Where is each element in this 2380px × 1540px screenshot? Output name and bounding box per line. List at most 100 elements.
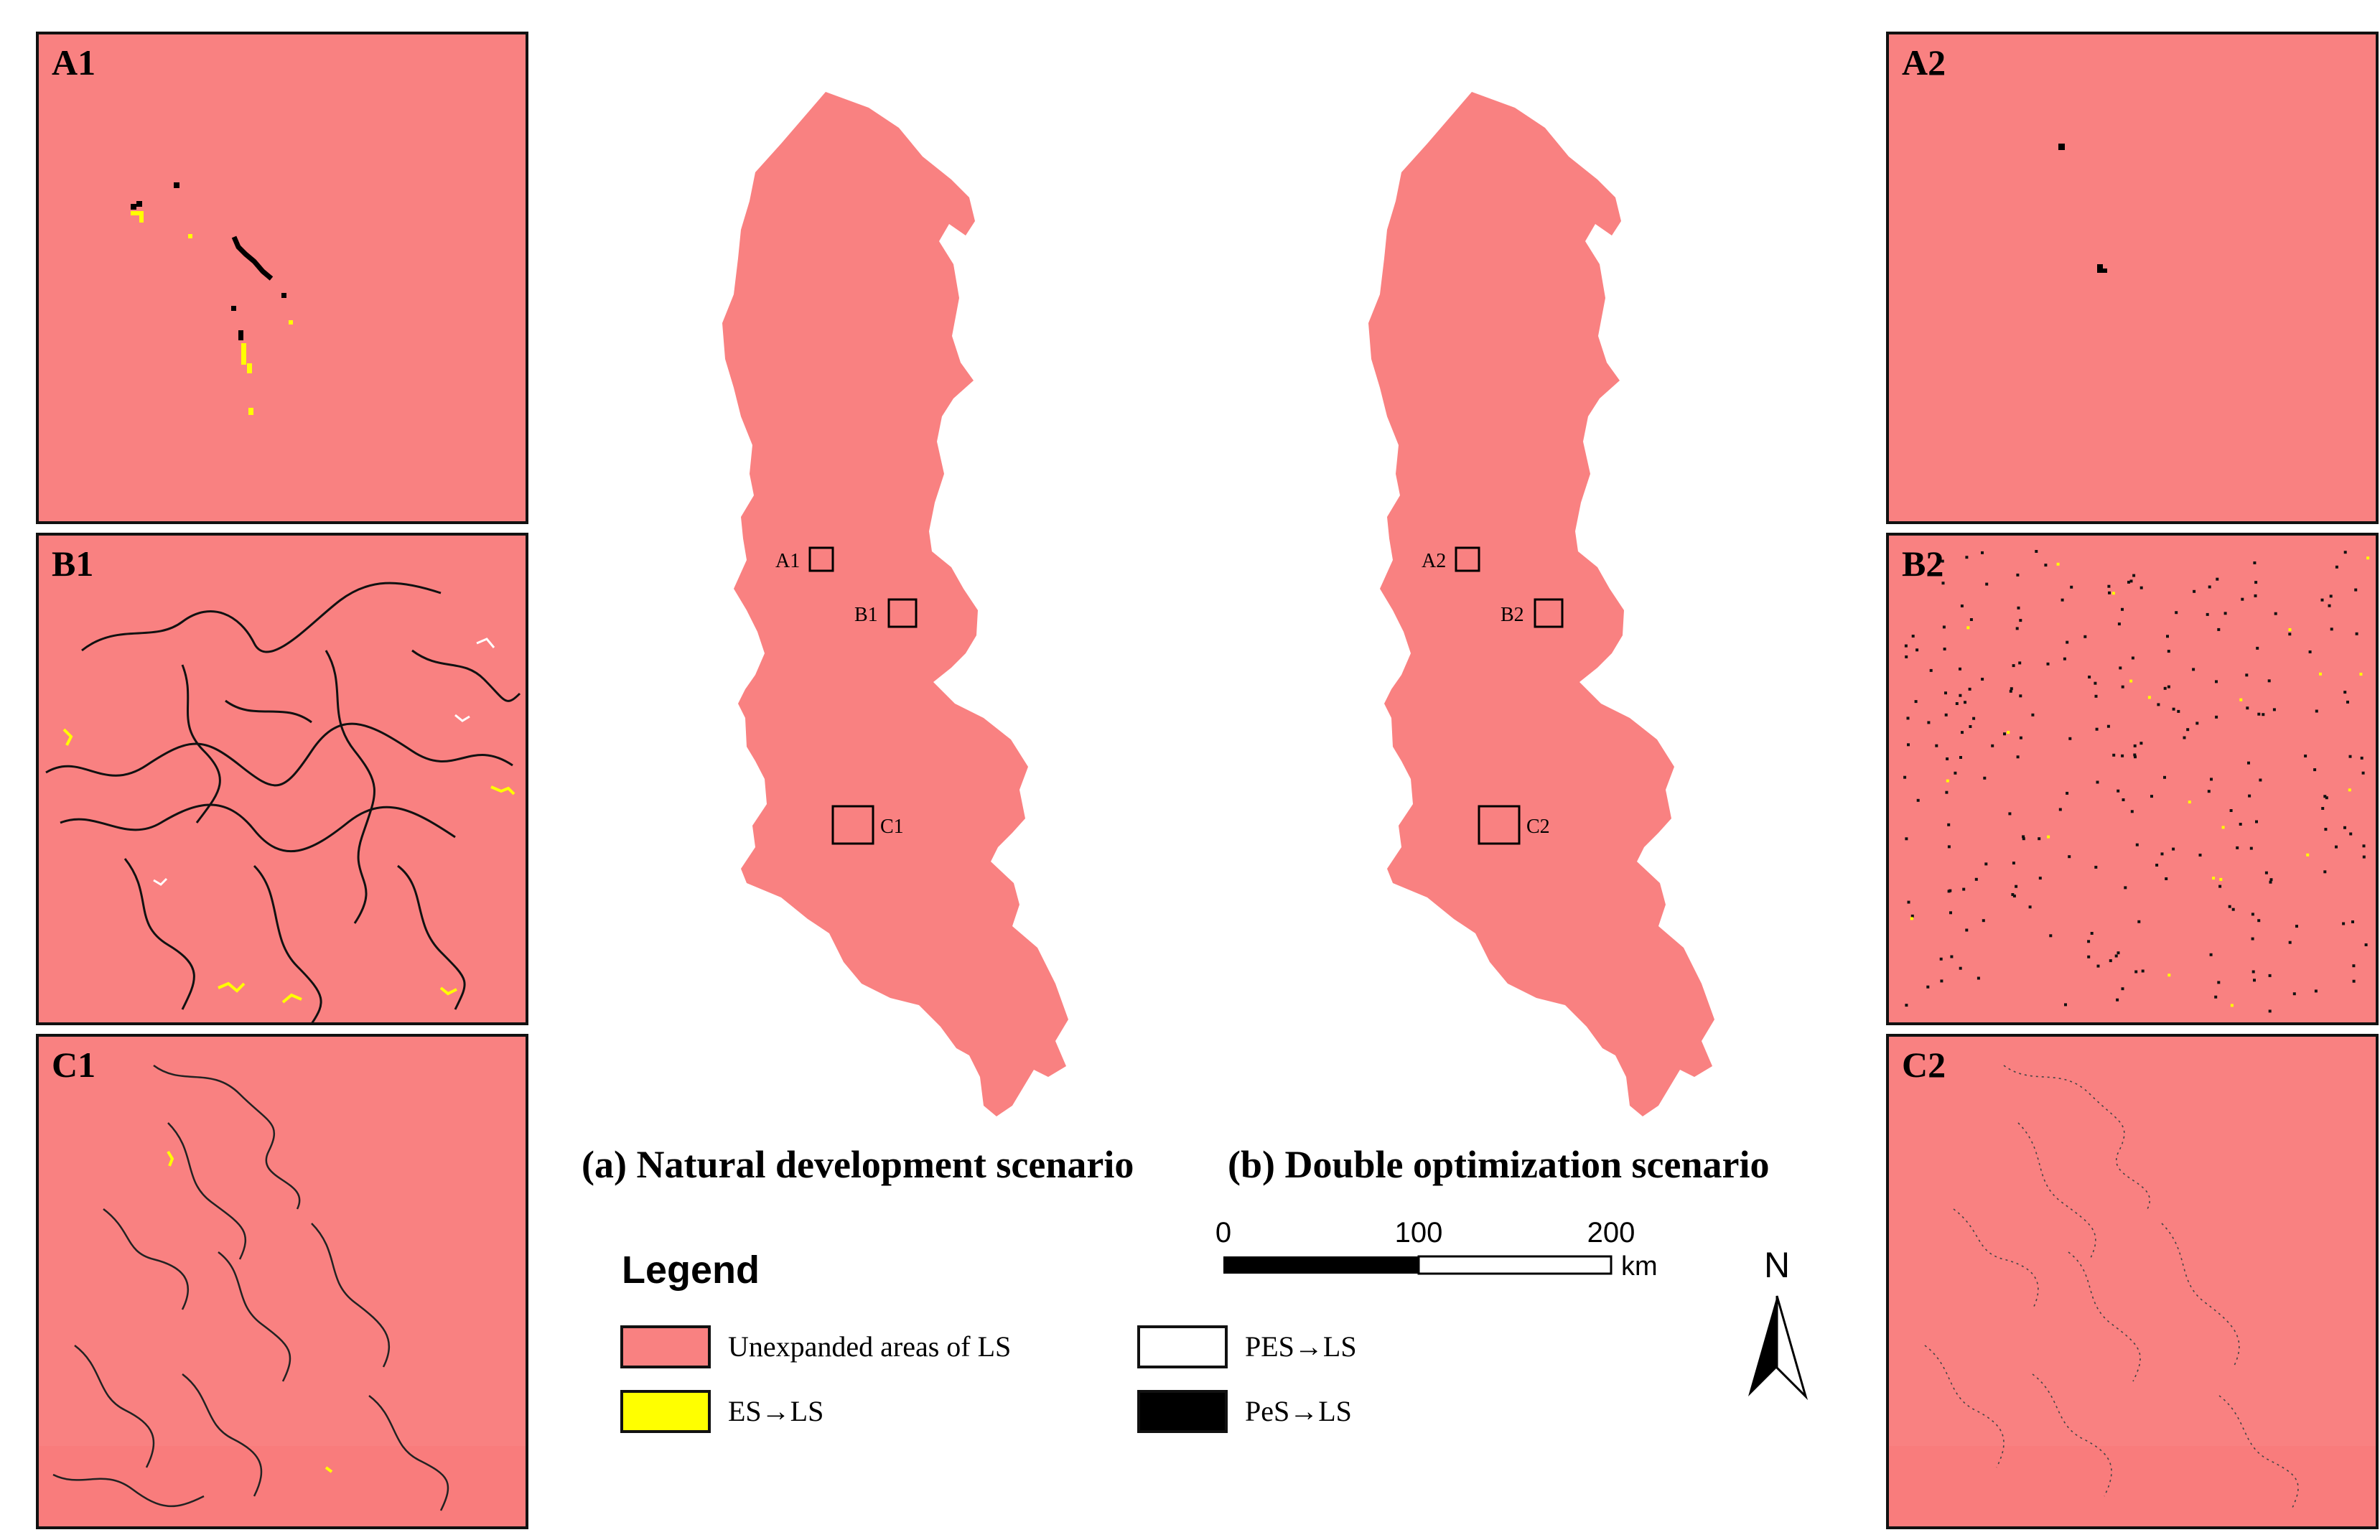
patch-dot: [2056, 562, 2060, 566]
patch-dot: [2215, 680, 2218, 683]
patch-dot: [2016, 755, 2020, 759]
patch-dot: [2106, 724, 2110, 728]
es-patch: [139, 211, 144, 223]
patch-dot: [2015, 627, 2019, 630]
patch-dot: [2217, 981, 2221, 984]
patch-dot: [2269, 878, 2273, 882]
pes-patch: [2101, 269, 2107, 273]
lower-band: [39, 1446, 526, 1526]
patch-dot: [2068, 737, 2072, 740]
pes-boundary: [60, 803, 456, 853]
patch-dot: [2015, 885, 2018, 888]
patch-dot: [1944, 691, 1947, 695]
patch-dot: [2325, 796, 2328, 800]
patch-dot: [2114, 954, 2118, 958]
scale-tick-label: 0: [1215, 1217, 1231, 1249]
patch-dot: [2259, 778, 2262, 782]
patch-dot: [1983, 776, 1987, 780]
pes-boundary: [81, 582, 442, 653]
pes-boundary: [181, 664, 221, 823]
patch-dot: [1955, 702, 1959, 705]
patch-dot: [2044, 564, 2048, 567]
patch-dot: [2107, 584, 2111, 588]
scale-bar: 0 100 200 km: [1215, 1217, 1658, 1282]
patch-dot: [2216, 577, 2219, 581]
patch-dot: [2038, 837, 2041, 841]
patch-dot: [2348, 755, 2352, 758]
patch-dot: [2012, 862, 2015, 865]
patch-dot: [2323, 795, 2327, 798]
patch-dot: [1954, 771, 1957, 775]
legend-label: ES→LS: [728, 1395, 824, 1427]
patch-dot: [2219, 877, 2223, 881]
patch-dot: [1969, 725, 1972, 728]
patch-dot: [2139, 742, 2143, 745]
patch-dot: [2112, 753, 2116, 757]
patch-dot: [2366, 556, 2370, 560]
pes-boundary: [45, 722, 513, 787]
pes-boundary: [1953, 1208, 2039, 1310]
patch-dot: [2047, 835, 2050, 839]
patch-dot: [2087, 955, 2091, 958]
patch-dot: [2121, 607, 2124, 611]
patch-dot: [1959, 667, 1961, 671]
patch-dot: [2364, 943, 2368, 946]
patch-dot: [1905, 655, 1908, 658]
patch-dot: [2134, 755, 2137, 759]
patch-dot: [2127, 580, 2130, 584]
patch-dot: [2155, 864, 2159, 867]
patch-dot: [2288, 628, 2292, 631]
patch-dot: [2217, 627, 2221, 631]
patch-dot: [2355, 632, 2358, 635]
patch-dot: [1943, 648, 1946, 650]
patch-dot: [2017, 606, 2020, 610]
patch-dot: [1946, 757, 1949, 760]
patch-dot: [1904, 644, 1908, 648]
patch-dot: [1982, 919, 1985, 923]
patch-dot: [2007, 731, 2010, 734]
patch-dot: [2352, 964, 2356, 968]
patch-dot: [2195, 722, 2199, 725]
patch-dot: [2019, 736, 2022, 739]
patch-dot: [2251, 937, 2254, 941]
patch-dot: [2223, 612, 2227, 615]
patch-dot: [2239, 823, 2242, 826]
patch-dot: [2133, 744, 2137, 747]
patch-dot: [2324, 828, 2328, 831]
patch-dot: [2343, 826, 2346, 829]
pes-boundary: [2218, 1395, 2299, 1511]
pes-white-boundary: [454, 714, 470, 722]
patch-dot: [2343, 551, 2347, 554]
patch-dot: [1981, 678, 1984, 681]
patch-dot: [2133, 753, 2137, 757]
patch-dot: [1959, 966, 1962, 970]
patch-dot: [2304, 755, 2307, 757]
zoom-box-c1: [831, 805, 874, 845]
es-patch: [247, 363, 252, 373]
pes-patch: [2058, 144, 2065, 150]
patch-dot: [2239, 698, 2243, 701]
patch-dot: [1965, 556, 1969, 559]
patch-dot: [2129, 679, 2133, 683]
patch-dot: [2210, 778, 2213, 781]
pes-boundary: [225, 699, 312, 724]
patch-dot: [2139, 586, 2143, 589]
patch-dot: [2167, 650, 2170, 653]
patch-dot: [2314, 989, 2318, 993]
patch-dot: [2008, 812, 2012, 816]
patch-dot: [2130, 810, 2134, 813]
pes-patch: [231, 235, 274, 281]
patch-dot: [2359, 673, 2363, 676]
patch-dot: [2315, 709, 2318, 713]
patch-dot: [1941, 559, 1944, 563]
patch-dot: [2177, 709, 2180, 713]
patch-dot: [2016, 573, 2020, 577]
zoom-box-a1: [808, 546, 834, 572]
pes-boundary: [2003, 1065, 2150, 1210]
scale-tick-label: 200: [1587, 1217, 1635, 1249]
scale-segment-white: [1417, 1255, 1613, 1275]
patch-dot: [2228, 905, 2231, 908]
patch-dot: [2241, 597, 2244, 601]
patch-dot: [2012, 895, 2016, 897]
patch-dot: [2253, 979, 2256, 982]
